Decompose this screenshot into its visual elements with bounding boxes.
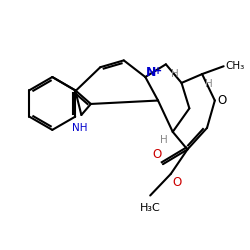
Text: O: O xyxy=(153,148,162,161)
Text: H: H xyxy=(160,135,168,145)
Text: H: H xyxy=(205,79,213,89)
Text: O: O xyxy=(218,94,227,107)
Text: H₃C: H₃C xyxy=(140,203,160,213)
Text: O: O xyxy=(173,176,182,189)
Text: NH: NH xyxy=(72,123,87,133)
Text: CH₃: CH₃ xyxy=(226,61,245,71)
Text: H: H xyxy=(171,69,178,79)
Text: +: + xyxy=(154,66,162,76)
Text: N: N xyxy=(146,66,157,79)
